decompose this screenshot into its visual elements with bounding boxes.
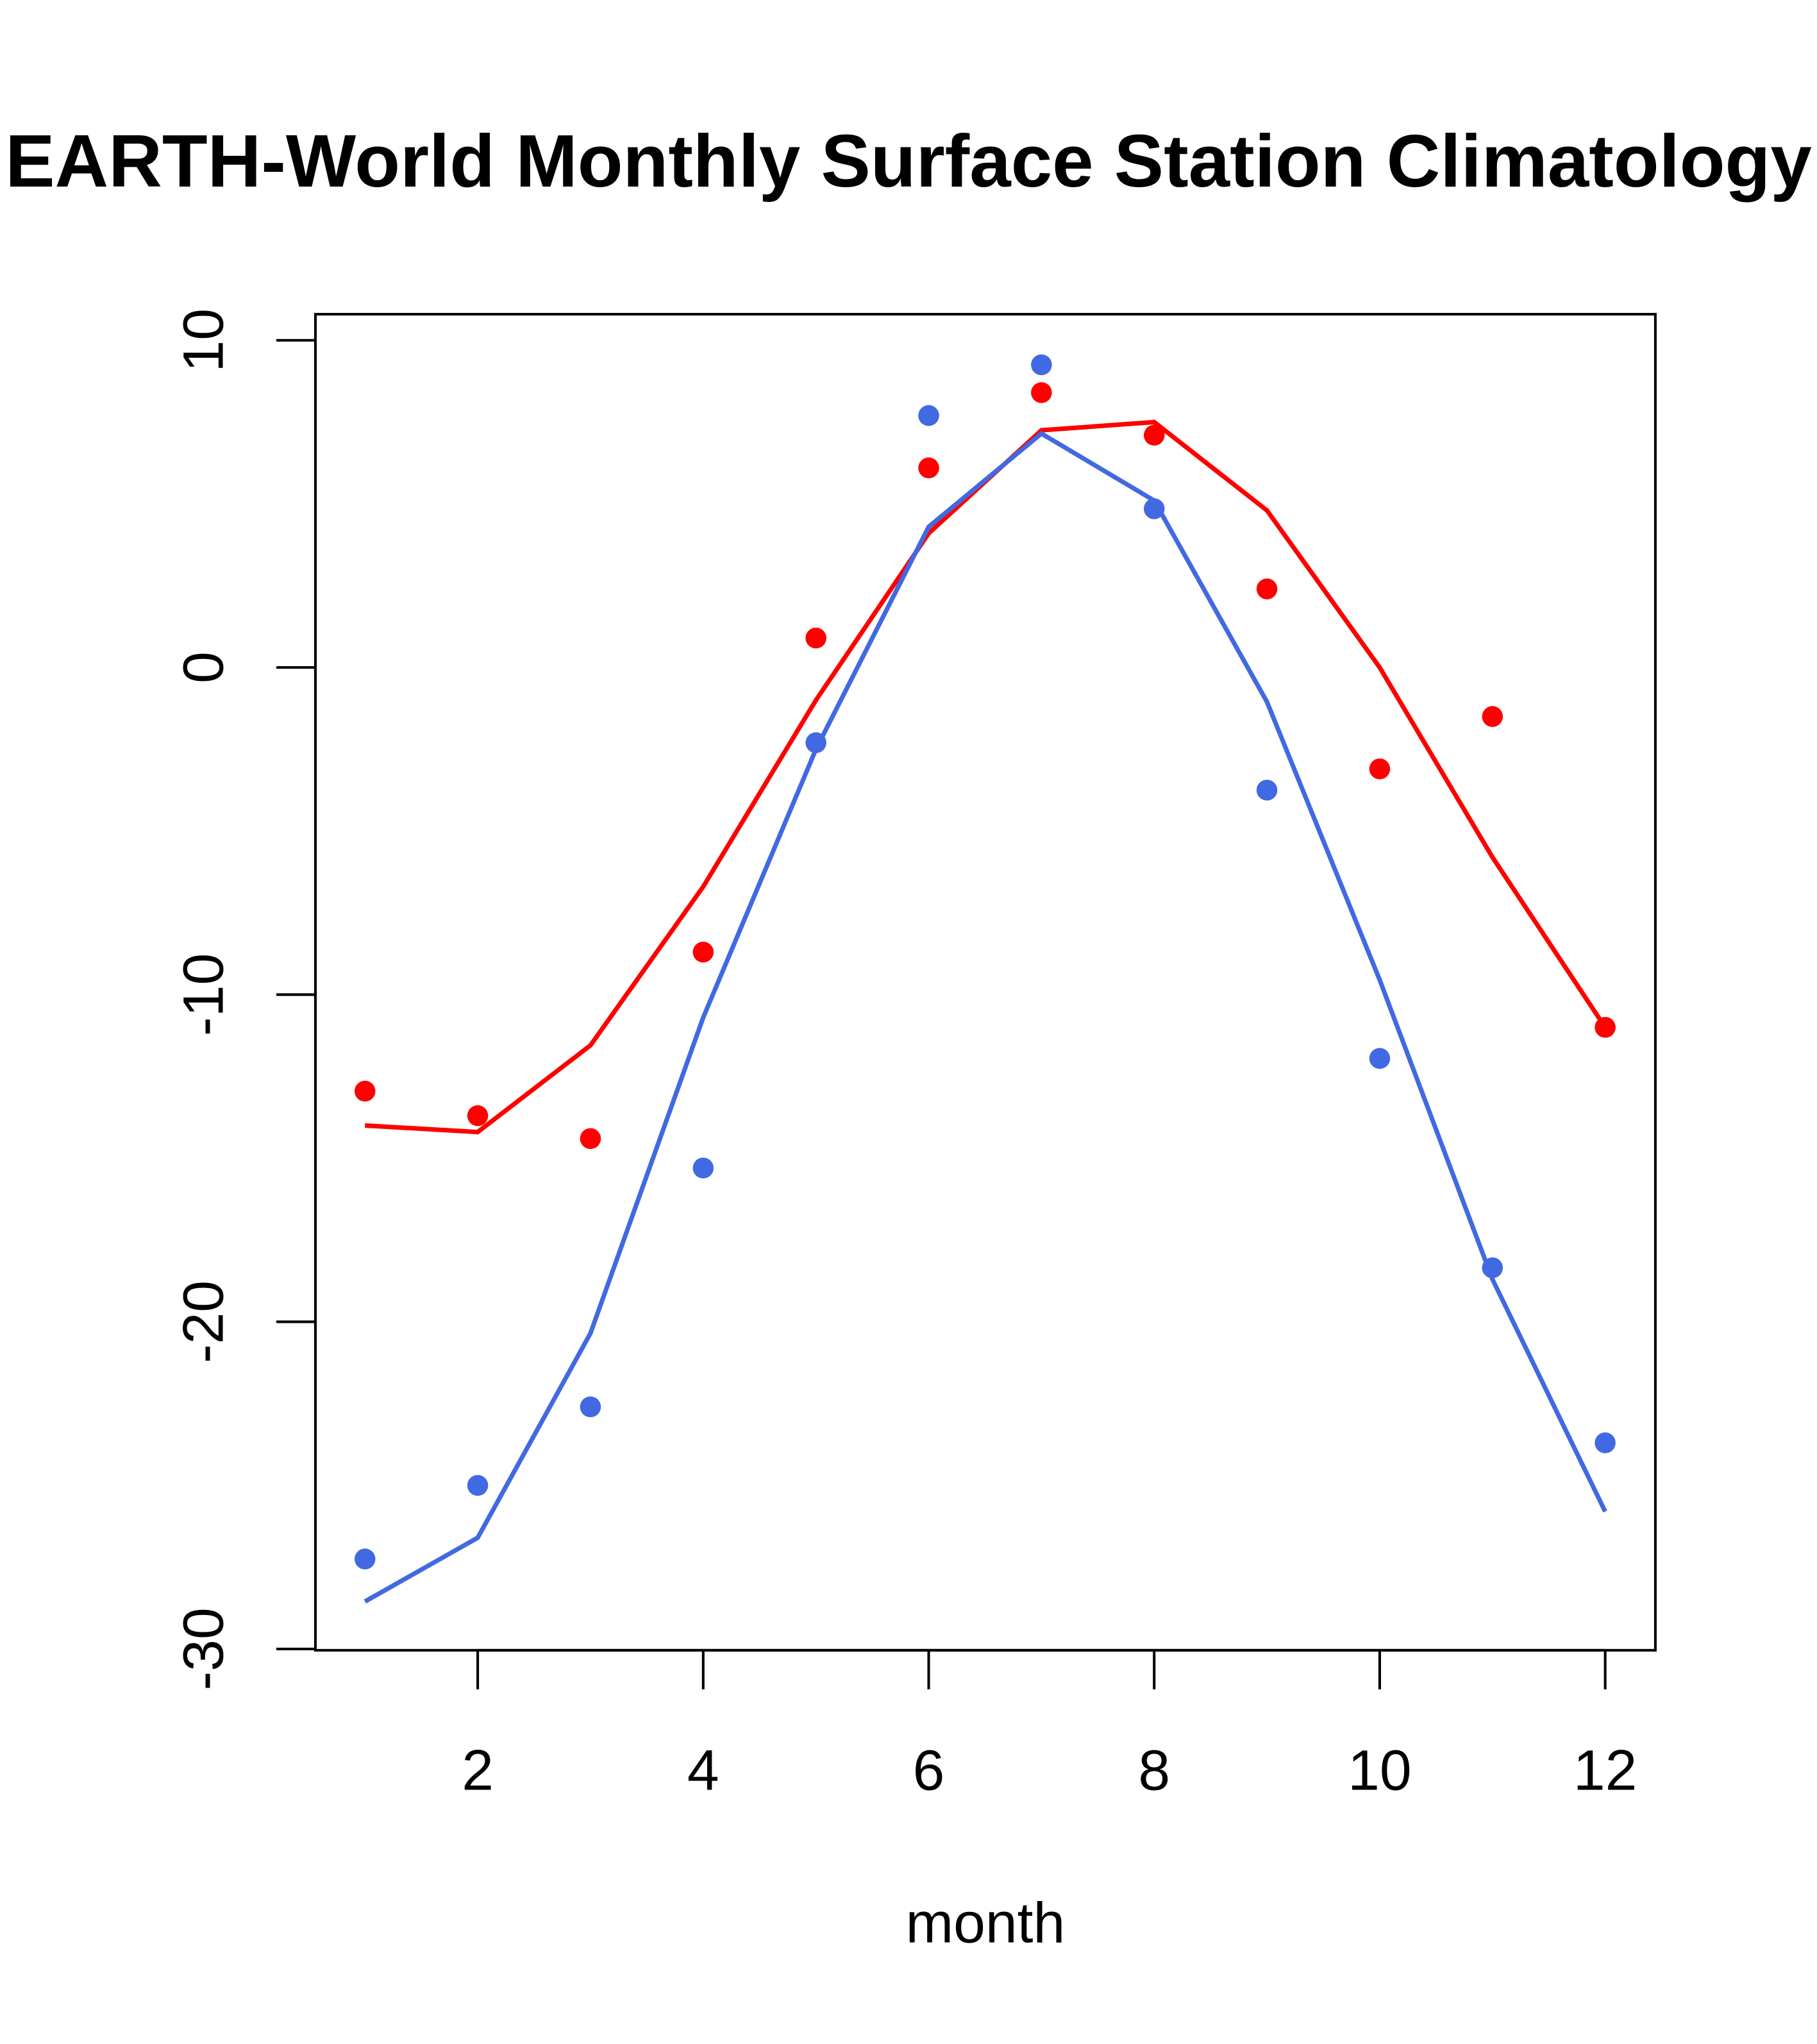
x-axis-label: month [906,1890,1066,1954]
blue-points-point [692,1157,714,1179]
y-tick-label: -30 [171,1607,235,1690]
red-points-point [692,941,714,963]
red-points-point [918,457,939,479]
red-points-point [805,627,826,649]
red-points-point [1482,706,1503,727]
y-tick-label: -10 [171,953,235,1036]
blue-points-point [354,1548,376,1570]
y-tick-label: 10 [171,308,235,372]
y-tick-label: -20 [171,1280,235,1363]
x-tick-label: 12 [1573,1738,1637,1802]
x-tick-label: 2 [462,1738,494,1802]
x-tick-label: 4 [687,1738,719,1802]
red-line-series [365,419,1607,1135]
blue-points-point [918,405,939,426]
chart-title: EARTH-World Monthly Surface Station Clim… [5,119,1812,203]
blue-points-point [1595,1432,1616,1453]
red-points-point [1143,424,1165,446]
series-layer [354,354,1616,1604]
red-points-point [580,1128,601,1150]
x-tick-label: 10 [1348,1738,1411,1802]
x-tick-label: 6 [913,1738,945,1802]
x-tick-label: 8 [1138,1738,1170,1802]
red-points-point [1031,382,1052,403]
blue-points-point [467,1475,489,1496]
y-tick-label: 0 [171,651,235,683]
red-points-point [1256,578,1278,599]
blue-points-point [1369,1048,1391,1069]
plot-frame [314,313,1657,1652]
blue-points-point [1256,780,1278,801]
y-axis: -30 -20 -10 0 10 [171,308,317,1691]
red-points-point [467,1105,489,1127]
blue-line-series [364,430,1607,1604]
red-points-point [1369,758,1391,780]
red-points-point [354,1080,376,1102]
x-axis: 2 4 6 8 10 12 [462,1648,1637,1802]
blue-points-point [1031,354,1052,376]
blue-points-point [580,1396,601,1418]
